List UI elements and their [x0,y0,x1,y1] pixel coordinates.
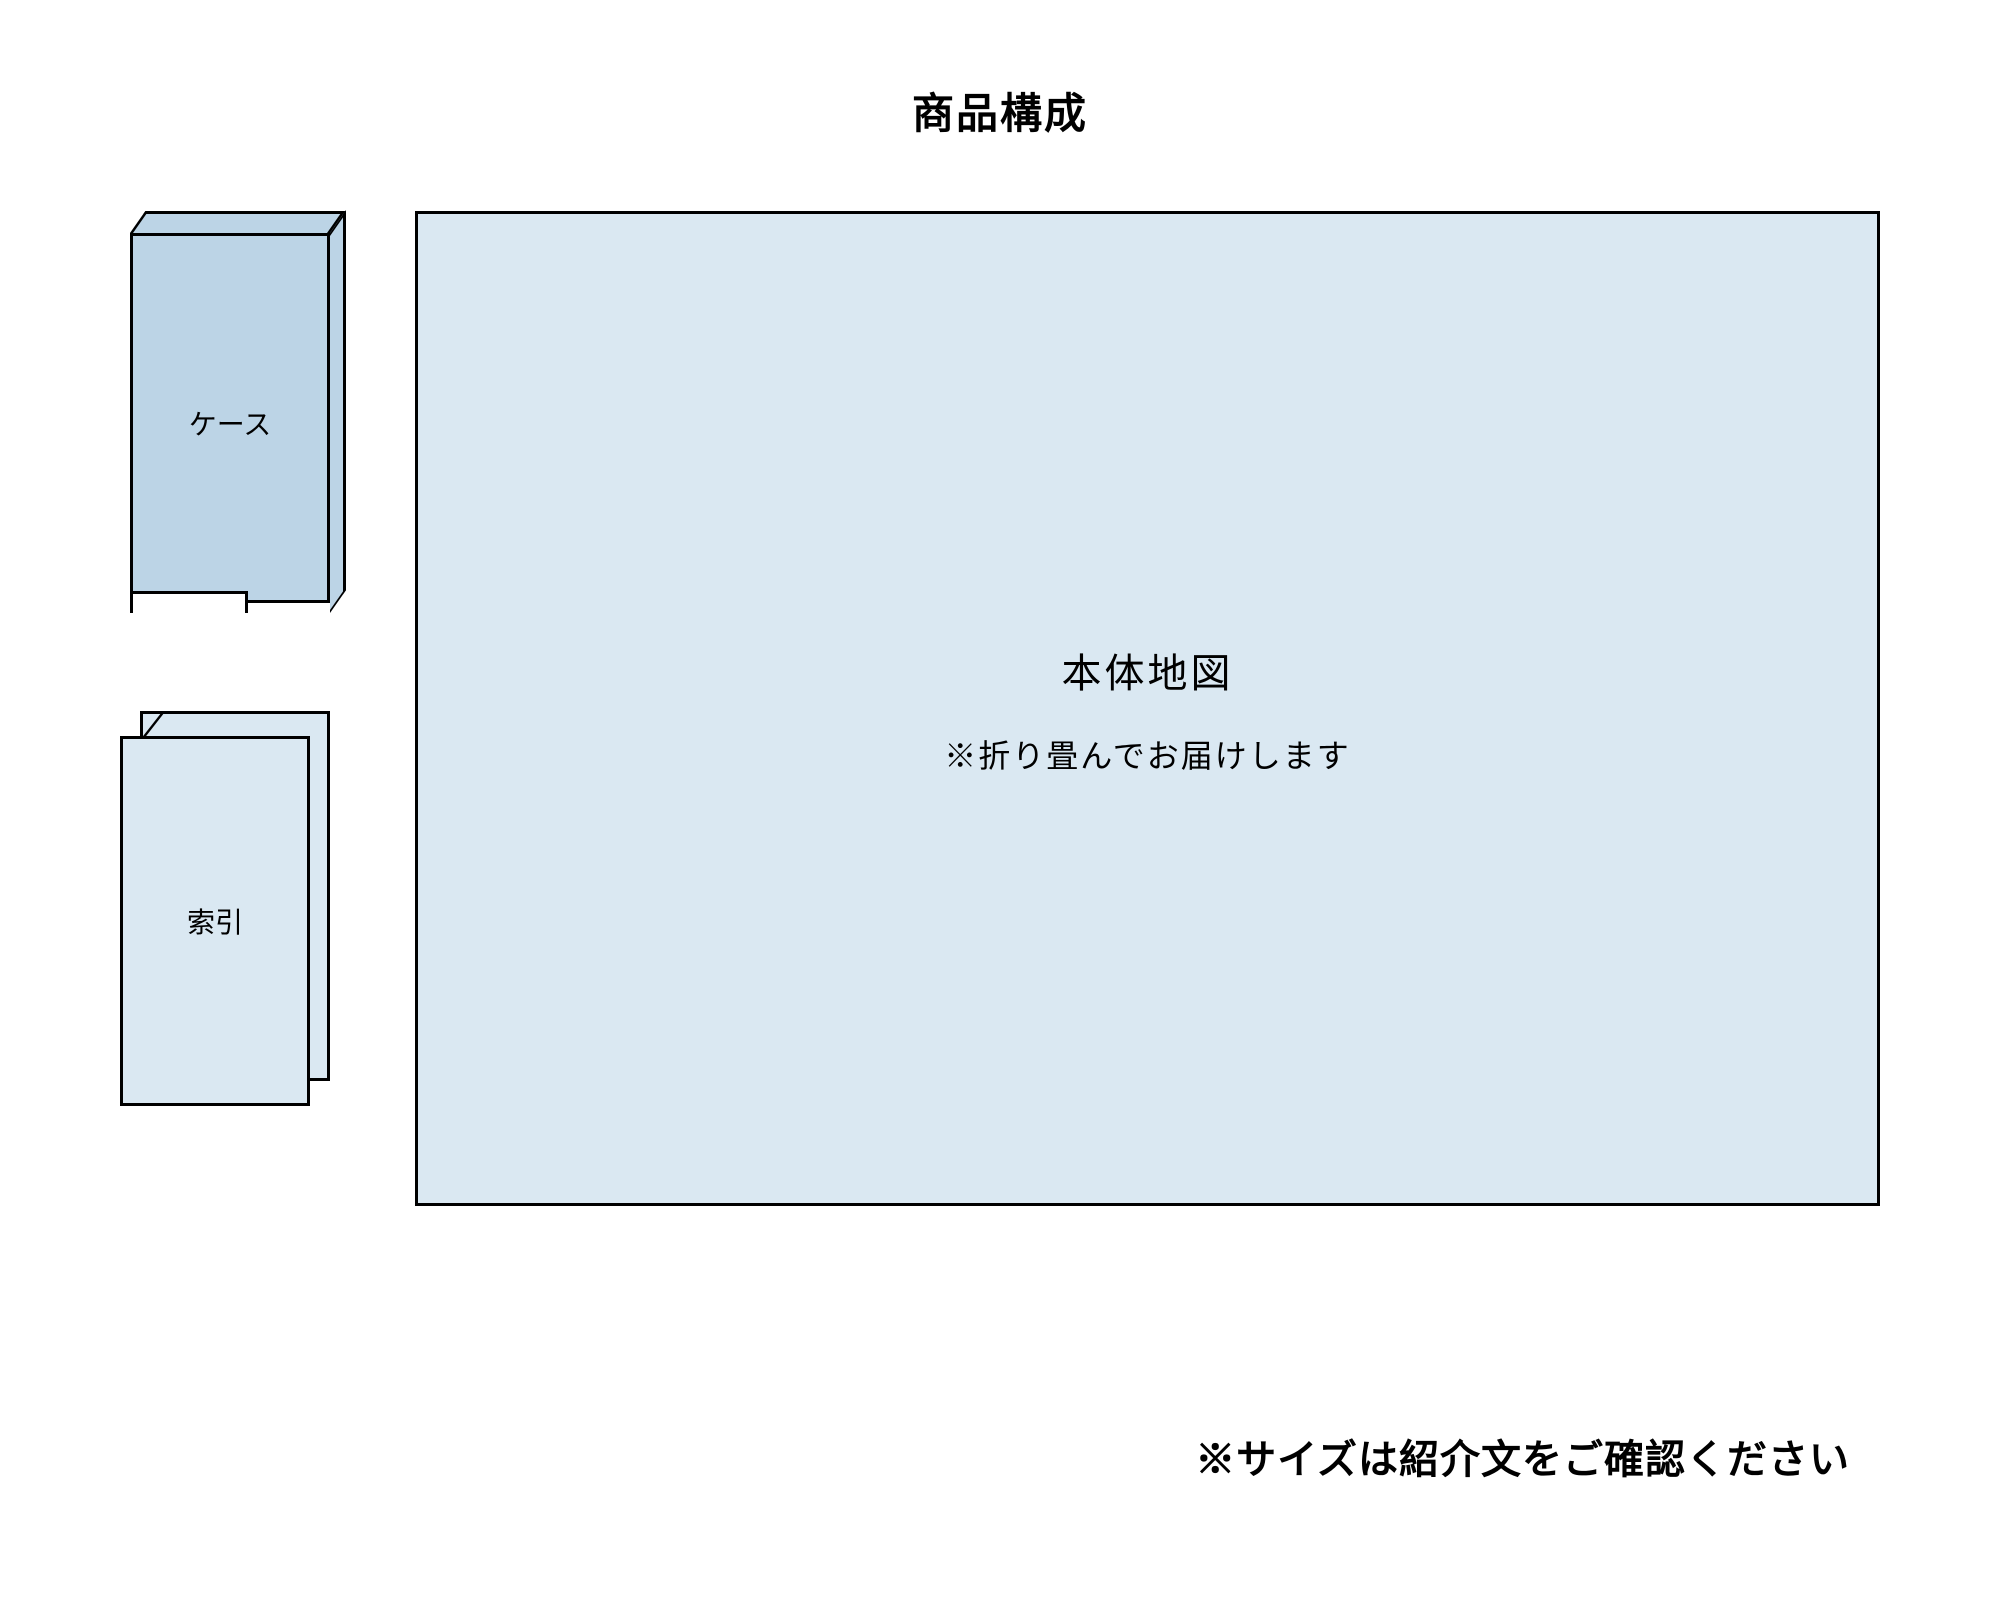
case-front-face: ケース [130,233,330,613]
layout-row: ケース 索引 本体地図 ※折り畳んでお届けします [120,211,1880,1206]
map-note: ※折り畳んでお届けします [944,731,1350,777]
footer-note: ※サイズは紹介文をご確認ください [1195,1427,1850,1485]
index-label: 索引 [187,901,243,941]
case-notch-right [248,600,330,613]
case-bottom-notch [133,591,330,613]
diagram-container: 商品構成 ケース 索引 [0,0,2000,1600]
case-notch-left [133,591,248,613]
map-title: 本体地図 [1062,641,1234,699]
index-component: 索引 [120,711,350,1106]
case-component: ケース [130,211,340,641]
page-title: 商品構成 [120,80,1880,141]
left-column: ケース 索引 [120,211,370,1206]
index-front-panel: 索引 [120,736,310,1106]
case-label: ケース [189,403,272,443]
case-side-face [330,210,346,613]
case-top-face [130,211,345,233]
map-component: 本体地図 ※折り畳んでお届けします [415,211,1880,1206]
